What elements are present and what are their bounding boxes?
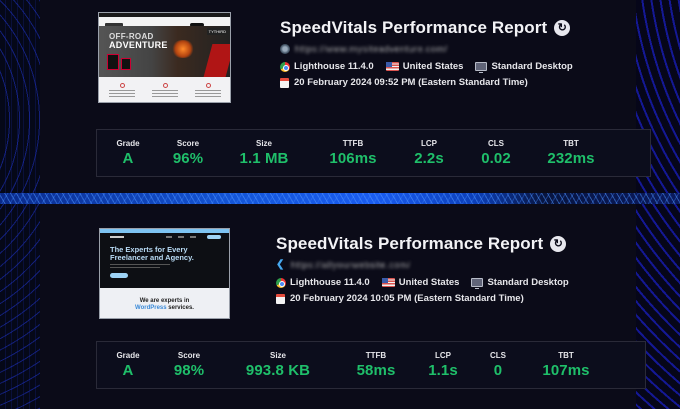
metric-cls: CLS 0 [490,351,506,379]
monitor-icon [471,278,484,289]
thumb-feature [150,83,180,99]
metric-tbt: TBT 107ms [542,351,590,379]
thumb-nav-item [178,236,184,238]
report-url[interactable]: https://allyourwebsite.com/ [291,260,411,270]
thumb-badge: TYTHIRD [206,28,228,35]
thumb-hero-button [110,273,128,278]
divider-band [0,193,680,204]
metric-grade: Grade A [116,139,140,167]
thumb-nav-button [190,23,204,27]
lighthouse-version: Lighthouse 11.4.0 [280,61,374,72]
thumb-feature [107,83,137,99]
thumb-nav [99,17,230,28]
website-thumbnail-1[interactable]: TYTHIRD OFF-ROAD ADVENTURE [98,12,231,103]
metric-lcp: LCP 1.1s [428,351,458,379]
thumb-announcement-bar [100,229,229,233]
metric-score: Score 96% [172,139,204,167]
thumb-hero: TYTHIRD OFF-ROAD ADVENTURE [99,26,230,77]
report-card-2: The Experts for Every Freelancer and Age… [40,204,646,409]
report-card-1: TYTHIRD OFF-ROAD ADVENTURE SpeedVitals P… [40,0,651,193]
thumb-logo [110,236,124,238]
report-url[interactable]: https://www.mysiteadventure.com/ [295,44,448,54]
gear-icon [280,44,290,54]
test-device: Standard Desktop [475,61,573,73]
refresh-icon[interactable]: ↻ [554,20,571,36]
flutter-icon: ❮ [276,259,285,270]
thumb-nav-item [190,236,196,238]
thumb-hero-subtitle [110,264,170,265]
metric-ttfb: TTFB 58ms [356,351,396,379]
refresh-icon[interactable]: ↻ [550,236,567,252]
thumb-logo [105,23,123,28]
thumb-product-box [107,54,119,70]
thumb-services-section: We are experts in WordPress services. [100,288,229,318]
thumb-topbar [99,13,230,17]
thumb-hero-title: OFF-ROAD ADVENTURE [109,32,168,50]
metrics-panel-2: Grade A Score 98% Size 993.8 KB TTFB 58m… [96,341,646,389]
lighthouse-version: Lighthouse 11.4.0 [276,277,370,288]
us-flag-icon [385,62,399,71]
thumb-features [99,77,230,102]
thumb-hero-title: The Experts for Every Freelancer and Age… [110,245,194,262]
report-title: SpeedVitals Performance Report [280,18,548,37]
us-flag-icon [381,278,395,287]
thumb-feature [193,83,223,99]
report-info-1: SpeedVitals Performance Report ↻ https:/… [280,18,573,88]
thumb-hero: The Experts for Every Freelancer and Age… [100,233,229,288]
thumb-nav-item [166,236,172,238]
metric-cls: CLS 0.02 [481,139,511,167]
report-title: SpeedVitals Performance Report [276,234,544,253]
metric-lcp: LCP 2.2s [414,139,444,167]
test-date: 20 February 2024 10:05 PM (Eastern Stand… [276,293,569,304]
website-thumbnail-2[interactable]: The Experts for Every Freelancer and Age… [99,228,230,319]
metric-ttfb: TTFB 106ms [329,139,377,167]
thumb-product-box [121,58,131,70]
calendar-icon [280,77,289,88]
chrome-icon [280,61,290,72]
metric-score: Score 98% [173,351,205,379]
test-location: United States [385,61,463,72]
thumb-nav-button [207,235,221,239]
test-device: Standard Desktop [471,277,569,289]
test-location: United States [381,277,459,288]
metric-size: Size 993.8 KB [245,351,311,379]
test-date: 20 February 2024 09:52 PM (Eastern Stand… [280,77,573,88]
chrome-icon [276,277,286,288]
metric-grade: Grade A [116,351,140,379]
thumb-hero-subtitle [110,267,160,268]
metric-size: Size 1.1 MB [239,139,289,167]
metric-tbt: TBT 232ms [547,139,595,167]
metrics-panel-1: Grade A Score 96% Size 1.1 MB TTFB 106ms… [96,129,651,177]
thumb-hero-image [171,40,195,58]
calendar-icon [276,293,285,304]
thumb-red-accent [203,44,230,77]
monitor-icon [475,62,488,73]
report-info-2: SpeedVitals Performance Report ↻ ❮ https… [276,234,569,304]
